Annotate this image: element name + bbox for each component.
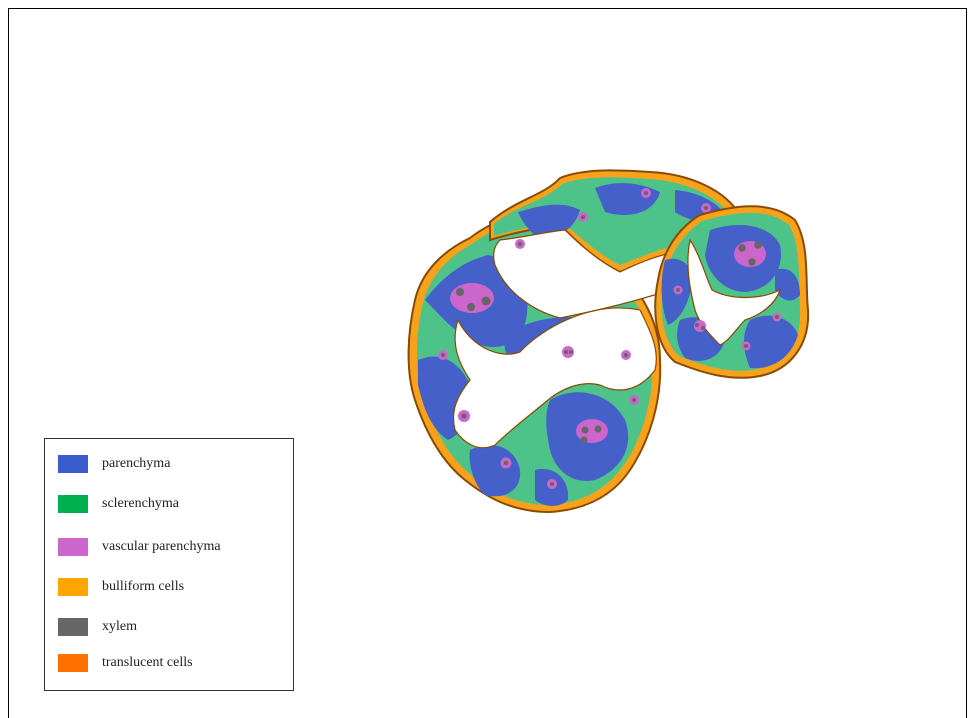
parenchyma-band-13 [744, 315, 798, 369]
legend-swatch [58, 578, 88, 596]
xylem [580, 436, 588, 444]
xylem [704, 206, 708, 210]
legend-label: vascular parenchyma [102, 539, 221, 554]
legend-swatch [58, 538, 88, 556]
xylem [744, 344, 748, 348]
right-lobe [654, 205, 810, 379]
legend-swatch [58, 495, 88, 513]
legend-label: parenchyma [102, 456, 171, 471]
xylem [581, 426, 589, 434]
legend-item-vascular-parenchyma: vascular parenchyma [58, 537, 221, 557]
xylem [564, 350, 568, 354]
legend-swatch [58, 455, 88, 473]
parenchyma-band-14 [775, 268, 800, 301]
legend-label: translucent cells [102, 655, 193, 670]
xylem [581, 215, 585, 219]
xylem [481, 296, 491, 306]
xylem [594, 425, 602, 433]
legend-item-xylem: xylem [58, 617, 137, 637]
legend-label: xylem [102, 619, 137, 634]
legend-item-bulliform-cells: bulliform cells [58, 577, 184, 597]
xylem [775, 315, 779, 319]
xylem [748, 258, 756, 266]
legend: parenchyma sclerenchyma vascular parench… [44, 438, 294, 691]
figure-frame [8, 8, 967, 718]
xylem [695, 323, 699, 327]
xylem [569, 350, 573, 354]
xylem [550, 482, 554, 486]
air-space-3 [687, 238, 782, 346]
legend-item-parenchyma: parenchyma [58, 454, 170, 474]
xylem [644, 191, 648, 195]
legend-label: bulliform cells [102, 579, 185, 594]
xylem [754, 241, 762, 249]
legend-item-sclerenchyma: sclerenchyma [58, 494, 179, 514]
legend-swatch [58, 618, 88, 636]
xylem [738, 244, 746, 252]
legend-swatch [58, 654, 88, 672]
xylem [632, 398, 636, 402]
xylem [456, 288, 464, 296]
legend-item-translucent-cells: translucent cells [58, 653, 193, 673]
xylem [467, 303, 475, 311]
xylem [624, 353, 628, 357]
legend-label: sclerenchyma [102, 496, 179, 511]
xylem [676, 288, 680, 292]
xylem [441, 353, 445, 357]
air-space-1 [452, 307, 657, 449]
xylem [503, 460, 509, 466]
xylem [461, 413, 467, 419]
xylem [518, 242, 522, 246]
xylem [701, 326, 705, 330]
